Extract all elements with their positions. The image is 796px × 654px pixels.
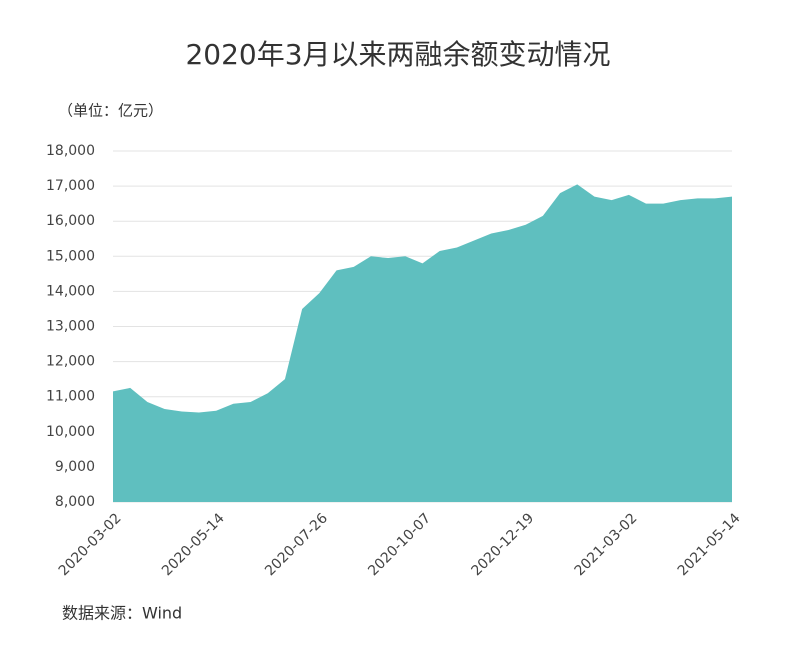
source-note: 数据来源：Wind — [62, 604, 182, 623]
y-tick-label: 13,000 — [46, 319, 95, 335]
y-tick-label: 15,000 — [46, 248, 95, 264]
y-tick-label: 11,000 — [46, 389, 95, 405]
y-tick-label: 17,000 — [46, 178, 95, 194]
y-tick-label: 8,000 — [55, 494, 95, 510]
y-tick-label: 12,000 — [46, 354, 95, 370]
y-tick-label: 16,000 — [46, 213, 95, 229]
y-tick-label: 10,000 — [46, 424, 95, 440]
area — [113, 184, 732, 502]
chart-title: 2020年3月以来两融余额变动情况 — [185, 38, 610, 71]
y-tick-label: 9,000 — [55, 459, 95, 475]
unit-label: （单位：亿元） — [58, 102, 163, 120]
y-tick-label: 18,000 — [46, 143, 95, 159]
y-tick-label: 14,000 — [46, 283, 95, 299]
